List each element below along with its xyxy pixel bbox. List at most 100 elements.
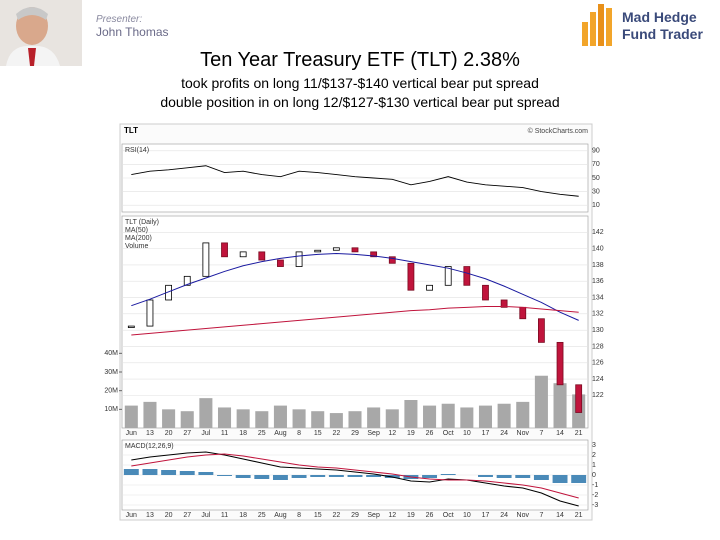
macd-histogram-bar [440,474,456,475]
macd-histogram-bar [571,475,587,483]
price-candle [221,242,228,258]
x-tick-label: 12 [388,430,396,437]
note: took profits on long 11/$137-$140 vertic… [181,75,539,91]
y-tick-label: 128 [592,343,604,350]
volume-bar [311,411,325,428]
x-tick-label: 10 [463,512,471,519]
volume-bar [180,411,194,428]
x-tick-label: 27 [183,430,191,437]
y-tick-label: 126 [592,360,604,367]
price-candle [388,256,396,264]
price-candle [332,247,340,251]
macd-histogram-bar [366,475,382,477]
macd-histogram-bar [179,471,195,475]
x-tick-label: 24 [500,430,508,437]
volume-bar [124,405,138,428]
price-candle [127,325,135,328]
volume-bar [199,398,213,428]
x-tick-label: 17 [482,430,490,437]
price-candle [239,251,247,258]
volume-tick-label: 10M [104,406,118,413]
x-tick-label: 19 [407,430,415,437]
volume-bar [516,401,530,428]
y-tick-label: 50 [592,175,600,182]
volume-tick-label: 40M [104,350,118,357]
price-candle [258,251,266,261]
y-tick-label: 142 [592,229,604,236]
volume-bar [478,405,493,428]
x-tick-label: 7 [539,512,543,519]
macd-histogram-bar [142,469,158,475]
y-tick-label: 90 [592,148,600,155]
x-tick-label: 18 [239,512,247,519]
volume-bar [553,383,567,428]
series-line [131,306,579,336]
y-tick-label: 124 [592,376,604,383]
volume-bar [292,409,306,428]
y-tick-label: 2 [592,452,596,459]
macd-histogram-bar [291,475,307,478]
price-candle [314,249,322,253]
volume-bar [143,401,157,428]
x-tick-label: 10 [463,430,471,437]
price-candle [426,284,433,291]
macd-histogram-bar [422,475,438,478]
x-tick-label: 25 [258,512,266,519]
y-tick-label: 130 [592,327,604,334]
volume-bar [423,405,437,428]
macd-histogram-bar [235,475,251,478]
x-tick-label: Jun [126,512,137,519]
y-tick-label: 140 [592,245,604,252]
macd-histogram-bar [198,472,214,475]
x-tick-label: Aug [274,512,287,519]
y-tick-label: -1 [592,482,598,489]
y-tick-label: 10 [592,202,600,209]
x-tick-label: 18 [239,430,247,437]
x-tick-label: 20 [165,512,173,519]
legend-entry: MA(200) [125,235,152,242]
presenter-name: John Thomas [96,25,169,39]
y-tick-label: 0 [592,472,596,479]
presenter-photo [0,0,82,66]
x-tick-label: 21 [575,430,583,437]
y-tick-label: 122 [592,392,604,399]
legend-entry: MA(50) [125,227,148,234]
volume-bar [534,375,548,428]
volume-bar [497,403,511,428]
price-candle [183,275,191,286]
x-tick-label: 11 [221,512,228,519]
legend-entry: MACD(12,26,9) [125,443,174,450]
volume-bar [348,411,362,428]
volume-bar [441,403,455,428]
logo-line2: Fund Trader [622,26,703,42]
legend-entry: RSI(14) [125,147,149,154]
x-tick-label: 26 [426,430,434,437]
x-tick-label: 29 [351,430,359,437]
x-tick-label: 14 [556,430,564,437]
x-tick-label: 8 [297,430,301,437]
volume-bar [255,411,269,428]
volume-bar [236,409,250,428]
macd-histogram-bar [515,475,531,478]
macd-histogram-bar [496,475,512,478]
x-tick-label: 29 [351,512,359,519]
series-line [131,253,579,321]
y-tick-label: 3 [592,442,596,449]
logo-icon [582,4,612,46]
macd-histogram-bar [552,475,568,483]
x-tick-label: 26 [426,512,434,519]
x-tick-label: 19 [407,512,415,519]
price-candle [202,242,210,277]
chart-source: © StockCharts.com [528,127,589,135]
x-tick-label: 22 [332,430,340,437]
price-candle [500,299,508,308]
legend-entry: TLT (Daily) [125,219,159,226]
x-tick-label: 8 [297,512,301,519]
macd-histogram-bar [347,475,363,477]
price-candle [463,266,471,286]
slide-title: Ten Year Treasury ETF (TLT) 2.38% [200,49,520,71]
price-candle [482,284,489,301]
series-line [131,165,579,197]
x-tick-label: Oct [443,512,454,519]
y-tick-label: 134 [592,294,604,301]
